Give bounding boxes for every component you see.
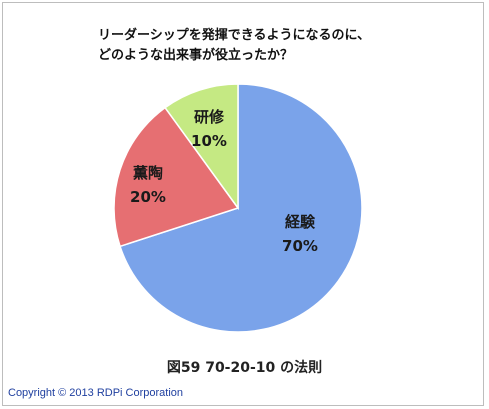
slice-label-1: 薫陶 xyxy=(133,164,163,182)
chart-title-line-2: どのような出来事が役立ったか？ xyxy=(98,48,294,63)
pie-slice-1 xyxy=(113,106,240,248)
slice-label-2: 研修 xyxy=(194,108,225,126)
slice-label-0: 経験 xyxy=(285,213,316,231)
slice-value-label-1: 20% xyxy=(130,188,166,206)
chart-title-line-1: リーダーシップを発揮できるようになるのに、 xyxy=(98,28,371,43)
pie-slice-0 xyxy=(119,83,363,333)
slice-value-label-0: 70% xyxy=(282,237,318,255)
figure-caption: 図59 70-20-10 の法則 xyxy=(166,360,323,376)
copyright-text: Copyright © 2013 RDPi Corporation xyxy=(8,387,184,399)
pie-slice-2 xyxy=(164,83,239,211)
chart-title: リーダーシップを発揮できるようになるのに、 どのような出来事が役立ったか？ xyxy=(98,26,398,66)
slice-value-label-2: 10% xyxy=(191,132,227,150)
